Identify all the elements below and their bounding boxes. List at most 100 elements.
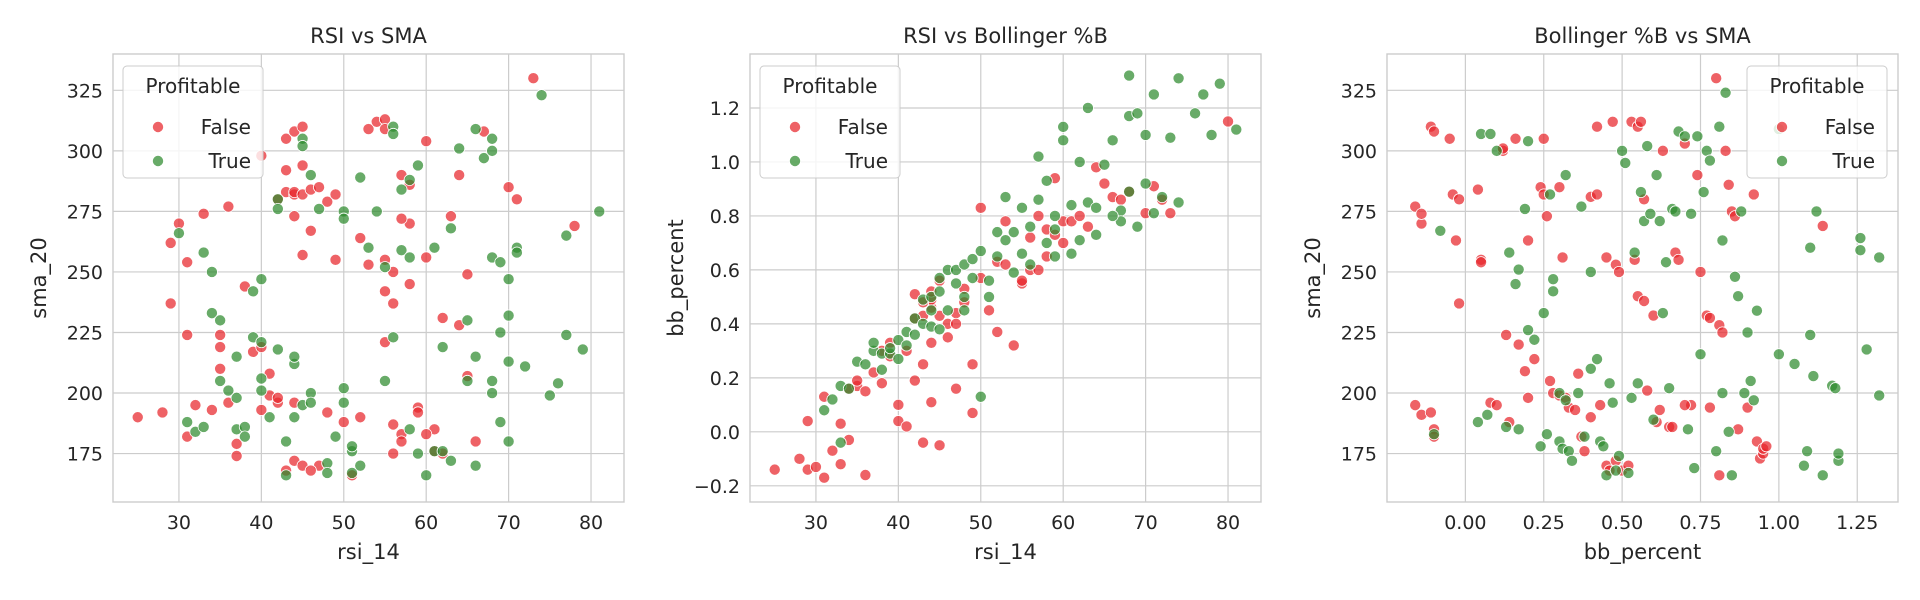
point-false [1666, 420, 1679, 433]
point-true [1732, 290, 1745, 303]
point-true [494, 326, 507, 339]
point-false [1522, 391, 1535, 404]
point-false [974, 201, 987, 214]
point-true [1741, 326, 1754, 339]
point-false [1443, 132, 1456, 145]
point-false [1638, 295, 1651, 308]
point-true [950, 263, 963, 276]
point-true [469, 459, 482, 472]
point-true [197, 246, 210, 259]
point-true [1065, 247, 1078, 260]
legend-label-true: True [208, 149, 251, 173]
point-true [1710, 445, 1723, 458]
point-true [1057, 134, 1070, 147]
point-true [1810, 205, 1823, 218]
point-true [469, 123, 482, 136]
point-true [1807, 370, 1820, 383]
point-true [1040, 236, 1053, 249]
point-false [1415, 207, 1428, 220]
point-true [1584, 362, 1597, 375]
point-false [362, 123, 375, 136]
point-false [181, 256, 194, 269]
point-true [1434, 224, 1447, 237]
point-false [999, 258, 1012, 271]
point-false [288, 210, 301, 223]
point-true [1559, 394, 1572, 407]
point-true [933, 323, 946, 336]
point-true [1619, 156, 1632, 169]
point-true [1603, 377, 1616, 390]
point-true [1098, 158, 1111, 171]
point-false [834, 417, 847, 430]
x-tick-label: 0.75 [1679, 512, 1721, 534]
legend-title: Profitable [146, 74, 241, 98]
point-false [214, 341, 227, 354]
point-true [1609, 464, 1622, 477]
point-true [1522, 324, 1535, 337]
point-true [304, 396, 317, 409]
point-true [1691, 130, 1704, 143]
point-false [444, 210, 457, 223]
point-false [1719, 144, 1732, 157]
point-true [346, 466, 359, 479]
point-false [296, 248, 309, 261]
point-true [999, 234, 1012, 247]
point-true [354, 171, 367, 184]
point-true [1172, 72, 1185, 85]
point-true [271, 202, 284, 215]
point-true [502, 435, 515, 448]
point-false [875, 377, 888, 390]
point-false [230, 449, 243, 462]
point-false [1114, 193, 1127, 206]
point-false [1703, 401, 1716, 414]
point-true [1644, 207, 1657, 220]
point-true [1090, 201, 1103, 214]
point-false [214, 362, 227, 375]
point-true [958, 304, 971, 317]
point-true [1073, 234, 1086, 247]
point-false [1537, 132, 1550, 145]
point-true [486, 387, 499, 400]
point-false [983, 304, 996, 317]
point-true [403, 251, 416, 264]
point-false [395, 212, 408, 225]
point-false [768, 463, 781, 476]
point-true [1007, 226, 1020, 239]
point-true [958, 290, 971, 303]
point-true [263, 411, 276, 424]
point-true [1650, 169, 1663, 182]
point-true [1503, 246, 1516, 259]
point-true [1612, 449, 1625, 462]
point-false [1591, 188, 1604, 201]
point-true [1860, 343, 1873, 356]
y-axis-label: sma_20 [27, 237, 52, 319]
point-false [933, 439, 946, 452]
point-true [1057, 120, 1070, 133]
point-true [1537, 307, 1550, 320]
point-false [568, 219, 581, 232]
point-true [1716, 387, 1729, 400]
point-true [1073, 155, 1086, 168]
y-tick-label: 250 [1341, 262, 1377, 284]
point-false [999, 215, 1012, 228]
chart-title: RSI vs SMA [310, 24, 427, 48]
point-true [925, 290, 938, 303]
point-true [1788, 357, 1801, 370]
x-tick-label: 70 [497, 512, 521, 534]
point-true [444, 454, 457, 467]
point-true [1139, 177, 1152, 190]
legend-box [1746, 65, 1888, 179]
point-false [1694, 265, 1707, 278]
point-true [378, 374, 391, 387]
point-true [288, 350, 301, 363]
point-true [1634, 186, 1647, 199]
point-true [230, 391, 243, 404]
point-false [453, 169, 466, 182]
point-false [378, 285, 391, 298]
chart-rsi-vs-sma: 30 40 50 60 70 80 175 200 225 250 275 300 325 RSI vs … [27, 24, 625, 565]
point-false [1073, 209, 1086, 222]
point-true [304, 169, 317, 182]
y-tick-label: 1.2 [710, 98, 740, 120]
point-true [329, 430, 342, 443]
point-false [1032, 209, 1045, 222]
